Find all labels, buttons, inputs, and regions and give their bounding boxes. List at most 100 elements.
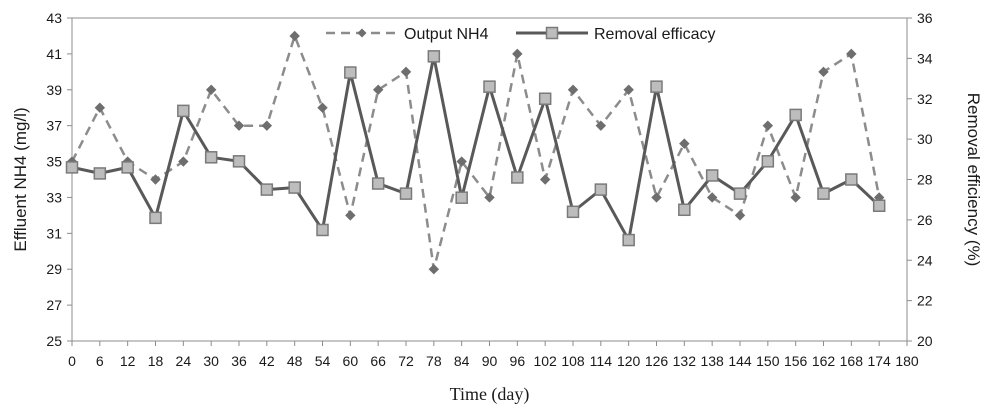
- series-point: [733, 187, 747, 200]
- series-point: [622, 233, 635, 247]
- series-point: [539, 174, 551, 185]
- series-point: [371, 177, 385, 190]
- series-point: [232, 155, 246, 168]
- x-tick-label: 138: [700, 353, 724, 369]
- x-tick-label: 0: [68, 353, 76, 369]
- x-tick-label: 18: [148, 353, 164, 369]
- x-tick-label: 42: [259, 353, 275, 369]
- x-tick-label: 126: [645, 353, 669, 369]
- y-left-tick-label: 37: [46, 118, 62, 134]
- axes: 0 6 12 18 24 30 36 42 48 54 60 66 72 78 84 90 96 102 108 11…: [46, 10, 932, 369]
- legend: Output NH4 Removal efficacy: [326, 26, 716, 43]
- x-tick-label: 36: [231, 353, 247, 369]
- series-point: [260, 183, 274, 196]
- y-right-tick-label: 28: [917, 172, 933, 188]
- series-point: [567, 84, 579, 95]
- series-point: [623, 84, 634, 95]
- series-point: [93, 167, 107, 180]
- series-layer: [65, 30, 886, 275]
- series-point: [317, 102, 328, 113]
- series-point: [566, 205, 580, 219]
- x-tick-label: 78: [426, 353, 442, 369]
- y-right-tick-label: 22: [917, 293, 933, 309]
- series-point: [706, 192, 718, 203]
- series-point: [94, 102, 106, 113]
- y-left-tick-label: 31: [46, 225, 62, 241]
- series-point: [817, 187, 830, 200]
- series-point: [455, 191, 468, 204]
- y-right-tick-label: 30: [917, 131, 933, 147]
- y-right-tick-label: 26: [917, 212, 933, 228]
- x-tick-label: 84: [454, 353, 470, 369]
- y-right-tick-label: 24: [917, 252, 933, 268]
- legend-label: Removal efficacy: [594, 26, 716, 43]
- x-tick-label: 114: [590, 353, 613, 369]
- x-tick-label: 174: [867, 353, 891, 369]
- series-point: [149, 211, 162, 225]
- legend-marker: [357, 28, 367, 38]
- series-point: [761, 155, 775, 168]
- series-point: [204, 151, 218, 164]
- y-left-tick-label: 39: [46, 82, 62, 98]
- series-point: [289, 30, 300, 42]
- series-point: [789, 108, 802, 122]
- series-point: [790, 192, 801, 203]
- x-tick-label: 48: [287, 353, 303, 369]
- series-point: [872, 199, 886, 212]
- series-point: [484, 192, 495, 203]
- y-right-tick-label: 34: [917, 50, 933, 66]
- series-point: [150, 174, 161, 185]
- x-tick-label: 90: [482, 353, 498, 369]
- y-right-tick-label: 32: [917, 91, 933, 107]
- y-left-tick-label: 29: [46, 261, 62, 277]
- series-point: [177, 104, 190, 118]
- series-point: [65, 161, 79, 174]
- x-tick-label: 108: [561, 353, 585, 369]
- series-point: [345, 210, 356, 221]
- legend-marker: [545, 26, 559, 40]
- y-right-tick-label: 20: [917, 333, 933, 349]
- x-tick-label: 24: [176, 353, 192, 369]
- x-tick-label: 72: [398, 353, 414, 369]
- x-tick-label: 144: [728, 353, 752, 369]
- series-point: [538, 92, 552, 105]
- series-point: [650, 80, 663, 93]
- x-tick-label: 132: [673, 353, 697, 369]
- series-line: [70, 32, 881, 270]
- x-tick-label: 162: [812, 353, 836, 369]
- series-point: [595, 120, 607, 131]
- y-left-tick-label: 27: [46, 297, 62, 313]
- y-axis-right-label: Removal efficiency (%): [964, 93, 983, 267]
- series-point: [705, 169, 719, 182]
- series-point: [121, 161, 134, 174]
- y-left-tick-label: 33: [46, 189, 62, 205]
- x-tick-label: 150: [756, 353, 780, 369]
- y-axis-left-label: Effluent NH4 (mg/l): [11, 107, 30, 251]
- series-point: [762, 120, 774, 131]
- x-tick-label: 96: [510, 353, 526, 369]
- x-tick-label: 6: [96, 353, 104, 369]
- series-point: [678, 203, 691, 217]
- series-point: [178, 156, 189, 167]
- series-point: [205, 84, 217, 95]
- series-line: [71, 56, 881, 245]
- series-point: [511, 171, 524, 184]
- y-right-tick-label: 36: [917, 10, 933, 26]
- series-point: [818, 66, 829, 78]
- series-point: [845, 173, 858, 186]
- x-tick-label: 156: [784, 353, 808, 369]
- series-point: [427, 50, 441, 63]
- x-tick-label: 102: [533, 353, 557, 369]
- x-axis-label: Time (day): [450, 384, 530, 405]
- plot-frame: [71, 17, 908, 342]
- series-point: [372, 84, 384, 95]
- y-left-tick-label: 43: [46, 10, 62, 26]
- y-left-tick-label: 25: [46, 333, 62, 349]
- y-left-tick-label: 41: [46, 46, 62, 62]
- x-tick-label: 180: [895, 353, 919, 369]
- series-point: [846, 48, 857, 60]
- series-point: [428, 264, 440, 275]
- series-point: [399, 187, 413, 200]
- x-tick-label: 12: [120, 353, 136, 369]
